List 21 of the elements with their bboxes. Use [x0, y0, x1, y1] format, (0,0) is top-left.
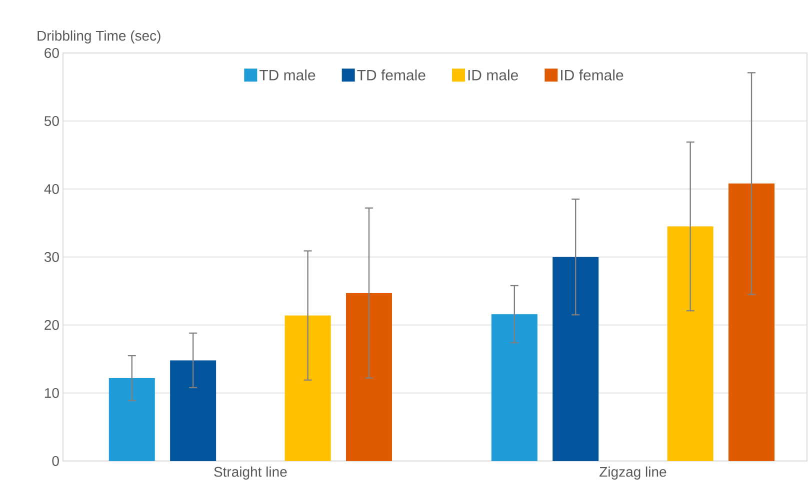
legend-label: TD female	[357, 69, 426, 80]
legend-label: ID male	[468, 69, 518, 80]
x-tick-label: Zigzag line	[600, 466, 666, 480]
y-tick-label: 30	[44, 252, 59, 262]
y-tick-label: 50	[44, 116, 59, 126]
legend-label: ID female	[561, 69, 624, 80]
bar	[170, 360, 216, 461]
legend-label: TD male	[260, 69, 316, 80]
bar	[108, 378, 155, 461]
y-tick-label: 60	[44, 48, 59, 58]
bar	[667, 226, 714, 461]
x-tick-label: Straight line	[214, 466, 287, 480]
y-tick-label: 20	[44, 320, 59, 330]
y-tick-label: 10	[44, 388, 59, 398]
y-axis-title: Dribbling Time (sec)	[38, 30, 160, 44]
bar	[552, 257, 599, 461]
bar	[491, 314, 538, 461]
y-tick-label: 40	[44, 184, 59, 194]
y-tick-label: 0	[52, 456, 59, 466]
bar	[284, 315, 331, 461]
bar	[728, 184, 775, 461]
